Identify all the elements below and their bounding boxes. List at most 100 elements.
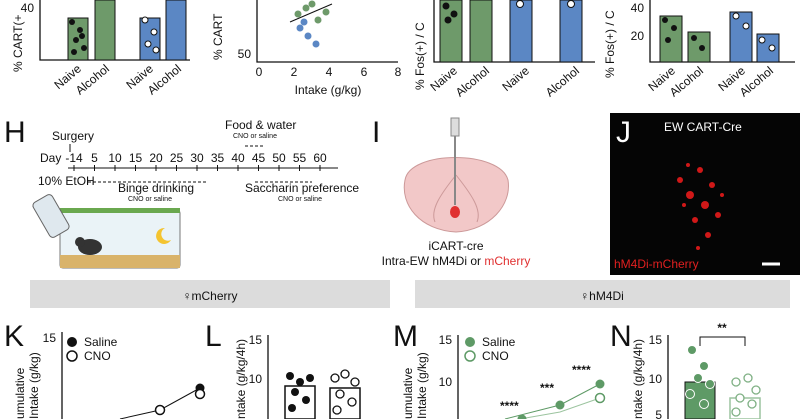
dots	[296, 18, 320, 48]
y-label: ntake (g/kg/4h)	[234, 339, 248, 419]
day-label: 15	[129, 151, 143, 165]
y-label: umulative	[401, 367, 415, 419]
bar	[659, 15, 683, 63]
bar	[509, 0, 533, 63]
cage-illustration	[32, 194, 181, 269]
dots	[732, 12, 776, 52]
x-tick: 2	[291, 65, 298, 79]
significance: **	[717, 321, 727, 335]
x-label: Alcohol	[453, 64, 492, 100]
y-label: Intake (g/kg)	[27, 352, 41, 419]
y-label: % Fos(+) / C	[603, 10, 617, 78]
x-label: Alcohol	[543, 64, 582, 100]
y-tick: 50	[238, 47, 252, 61]
day-label: 25	[170, 151, 184, 165]
x-tick: 4	[326, 65, 333, 79]
panel-letter: I	[372, 116, 380, 149]
day-label: 55	[293, 151, 307, 165]
x-tick: 6	[361, 65, 368, 79]
significance: ***	[540, 381, 554, 395]
panel-letter: M	[393, 320, 418, 353]
bar	[729, 11, 753, 63]
label: Intra-EW hM4Di or mCherry	[382, 254, 531, 268]
bar	[94, 0, 116, 61]
y-tick: 10	[439, 375, 453, 389]
day-label: 35	[211, 151, 225, 165]
day-label: 45	[252, 151, 266, 165]
y-label: % CART(+	[11, 15, 25, 72]
title: EW CART-Cre	[664, 120, 742, 134]
day-label: 20	[149, 151, 163, 165]
brain	[403, 157, 509, 233]
y-tick: 40	[631, 1, 645, 15]
panel-top-1: % CART(+ 40 Naive Alcohol Naive Alcohol	[11, 0, 190, 98]
bar	[139, 17, 161, 61]
y-label: ntake (g/kg/4h)	[631, 339, 645, 419]
dots	[69, 19, 87, 55]
dots	[516, 0, 575, 8]
bar	[469, 0, 493, 63]
cells	[677, 163, 724, 250]
dots	[442, 2, 458, 24]
y-tick: 5	[655, 408, 662, 419]
panel-h: H Surgery Day -14 5 10 15 20 25 30 35 40 45 50 55 60…	[4, 116, 359, 269]
panel-letter: J	[616, 116, 631, 149]
x-label: Naive	[499, 63, 532, 94]
legend-marker	[66, 350, 78, 362]
panel-top-2: % CART 50 0 2 4 6 8 Intake (g/kg)	[211, 0, 402, 97]
legend-label: Saline	[84, 335, 118, 349]
line	[519, 397, 601, 419]
bracket	[699, 336, 746, 346]
day-label: 30	[190, 151, 204, 165]
point	[595, 379, 605, 389]
label: iCART-cre	[428, 239, 483, 253]
panel-letter: H	[4, 116, 26, 149]
legend-marker	[464, 350, 476, 362]
day-label: 60	[313, 151, 327, 165]
legend-label: Saline	[482, 335, 516, 349]
bar	[284, 385, 316, 419]
legend-label: CNO	[482, 349, 509, 363]
point	[517, 414, 527, 419]
etoh: 10% EtOH	[38, 174, 95, 188]
y-label: % Fos(+) / C	[413, 22, 427, 90]
axes	[256, 0, 398, 63]
panel-m: M umulative Intake (g/kg) 15 10 Saline C…	[393, 320, 606, 419]
bar	[165, 0, 187, 61]
panel-l: L ntake (g/kg/4h) 15 10	[205, 320, 361, 419]
banner-label: ♀hM4Di	[580, 289, 624, 303]
y-tick: 20	[631, 29, 645, 43]
x-label: Intake (g/kg)	[295, 83, 362, 97]
point	[594, 392, 606, 404]
dots	[294, 0, 330, 24]
point	[555, 400, 565, 410]
dots	[141, 16, 160, 54]
y-label: umulative	[13, 367, 27, 419]
panel-letter: L	[205, 320, 222, 353]
day-label: 50	[272, 151, 286, 165]
day-ticks: -14 5 10 15 20 25 30 35 40 45 50 55 60	[65, 151, 327, 171]
dots	[731, 373, 761, 417]
dots	[685, 345, 715, 409]
surgery: Surgery	[52, 129, 94, 143]
label-red: mCherry	[484, 254, 530, 268]
note: CNO or saline	[278, 196, 322, 203]
note: CNO or saline	[233, 133, 277, 140]
y-tick: 15	[249, 333, 263, 347]
label: hM4Di-mCherry	[614, 257, 699, 271]
dots	[286, 372, 314, 412]
y-tick: 15	[43, 331, 57, 345]
panel-letter: N	[610, 320, 632, 353]
significance: ****	[572, 363, 591, 377]
day-label: 5	[91, 151, 98, 165]
panel-i: I iCART-cre Intra-EW hM4Di or mCherry	[372, 116, 530, 268]
y-tick: 10	[249, 372, 263, 386]
bar	[559, 0, 583, 63]
y-tick: 15	[649, 333, 663, 347]
fit-line	[289, 3, 333, 23]
banner	[415, 280, 790, 308]
day-label: -14	[65, 151, 83, 165]
label-black: Intra-EW hM4Di or	[382, 254, 485, 268]
panel-k: K umulative Intake (g/kg) 15 Saline CNO	[4, 320, 206, 419]
x-tick: 0	[256, 65, 263, 79]
